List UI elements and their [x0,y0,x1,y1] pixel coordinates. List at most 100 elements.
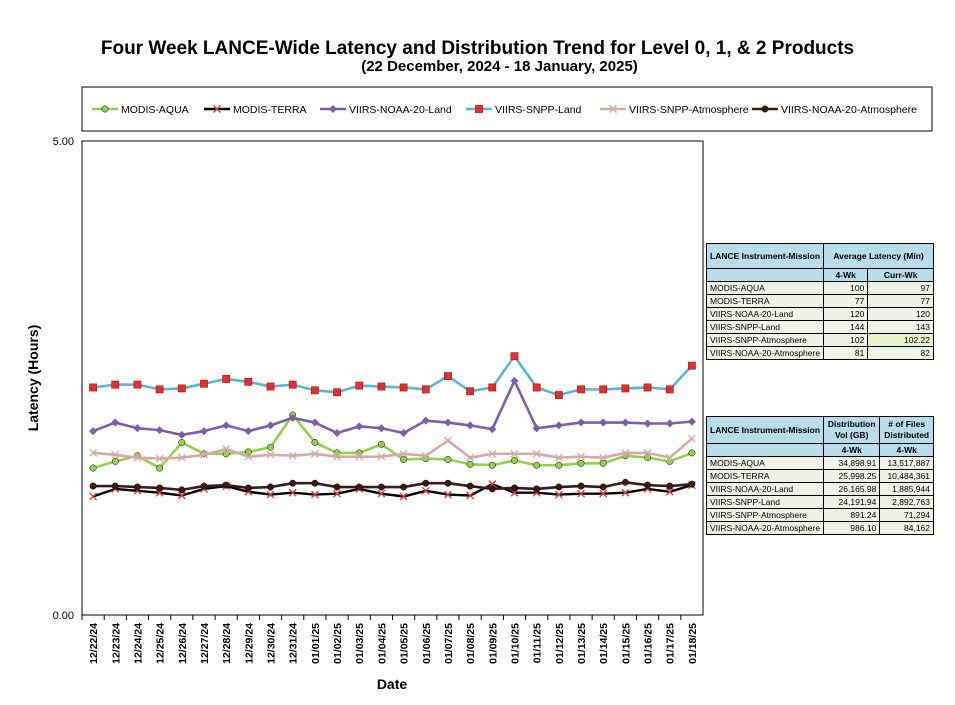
row-volume: 26,165.98 [823,482,881,496]
data-point [133,453,142,462]
data-point [577,489,586,498]
row-latency-curr: 77 [867,294,934,308]
dist-col-instrument: LANCE Instrument-Mission [705,416,825,444]
data-point [267,443,274,451]
data-point [377,483,385,491]
data-point [155,426,164,435]
data-point [466,421,475,430]
table-row: VIIRS-NOAA-20-Atmosphere 81 82 [705,346,934,360]
x-tick-label: 12/27/24 [199,623,211,664]
data-point [554,391,563,399]
data-point [311,479,319,487]
data-point [311,439,319,446]
row-files: 2,892,763 [879,495,934,509]
row-instrument: MODIS-TERRA [705,469,825,483]
data-point [688,361,696,370]
chart-title: Four Week LANCE-Wide Latency and Distrib… [100,38,855,59]
row-instrument: MODIS-TERRA [705,294,825,308]
dist-sub-4wk-files: 4-Wk [879,443,934,457]
series-viirs-noaa-20-land [89,376,696,439]
data-point [222,375,231,383]
latency-col-average: Average Latency (Min) [823,243,934,269]
series-line [92,353,693,397]
series-viirs-snpp-atmosphere [89,434,696,463]
series-line [92,437,693,460]
row-latency-4wk: 102 [823,333,869,347]
row-instrument: VIIRS-NOAA-20-Atmosphere [705,346,825,360]
data-point [621,478,629,486]
data-point [577,482,585,490]
data-point [222,445,231,454]
data-point [288,380,297,389]
data-point [133,483,141,491]
data-point [400,483,408,491]
latency-sub-blank [705,268,825,282]
data-point [599,459,607,467]
y-tick-label: 0.00 [53,610,74,622]
row-instrument: VIIRS-SNPP-Atmosphere [705,333,825,347]
x-tick-label: 01/03/25 [354,623,366,664]
data-point [665,419,674,428]
row-latency-curr: 82 [867,346,934,360]
data-point [555,483,563,491]
table-row: VIIRS-NOAA-20-Land 120 120 [705,307,934,321]
data-point [466,482,474,490]
data-point [511,457,518,464]
row-files: 84,162 [879,521,934,535]
data-point [199,427,208,436]
x-tick-label: 12/30/24 [266,623,278,664]
data-point [377,489,386,498]
data-point [665,453,674,462]
data-point [532,383,541,392]
data-point [333,452,342,461]
data-point [577,385,585,394]
data-point [488,449,497,458]
data-point [199,450,208,459]
distribution-table: LANCE Instrument-Mission Distribution Vo… [705,416,934,535]
data-point [178,439,186,446]
legend-item: MODIS-TERRA [204,104,307,116]
row-instrument: VIIRS-NOAA-20-Atmosphere [705,521,825,535]
data-point [310,418,319,427]
x-tick-label: 12/28/24 [221,623,233,664]
data-point [488,425,497,434]
x-tick-label: 01/14/25 [598,623,610,664]
data-point [333,489,342,498]
chart-subtitle: (22 December, 2024 - 18 January, 2025) [361,58,638,75]
data-point [466,491,475,500]
data-point [554,421,563,430]
data-point [510,449,519,458]
legend-marker [213,105,221,113]
data-point [554,453,563,462]
data-point [599,385,608,394]
data-point [200,482,208,490]
dist-col-volume: Distribution Vol (GB) [823,416,881,444]
data-point [266,382,275,391]
data-point [399,492,408,501]
data-point [510,352,519,361]
row-volume: 34,898.91 [823,456,881,470]
row-files: 10,484,361 [879,469,934,483]
data-point [222,481,230,489]
data-point [621,448,630,457]
data-point [643,419,652,428]
row-instrument: VIIRS-NOAA-20-Land [705,307,825,321]
data-point [222,450,230,458]
data-point [421,416,430,425]
dist-sub-4wk-vol: 4-Wk [823,443,881,457]
data-point [621,488,630,497]
x-tick-label: 01/06/25 [421,623,433,664]
data-point [244,377,253,386]
data-point [288,413,297,422]
data-point [89,448,98,457]
data-point [644,454,652,462]
data-point [266,421,275,430]
row-latency-curr: 102.22 [867,333,934,347]
data-point [310,490,319,499]
x-tick-label: 12/24/24 [132,623,144,664]
x-tick-label: 01/02/25 [332,623,344,664]
data-point [687,417,696,426]
legend-marker [609,105,617,113]
data-point [444,479,452,487]
data-point [488,383,497,392]
